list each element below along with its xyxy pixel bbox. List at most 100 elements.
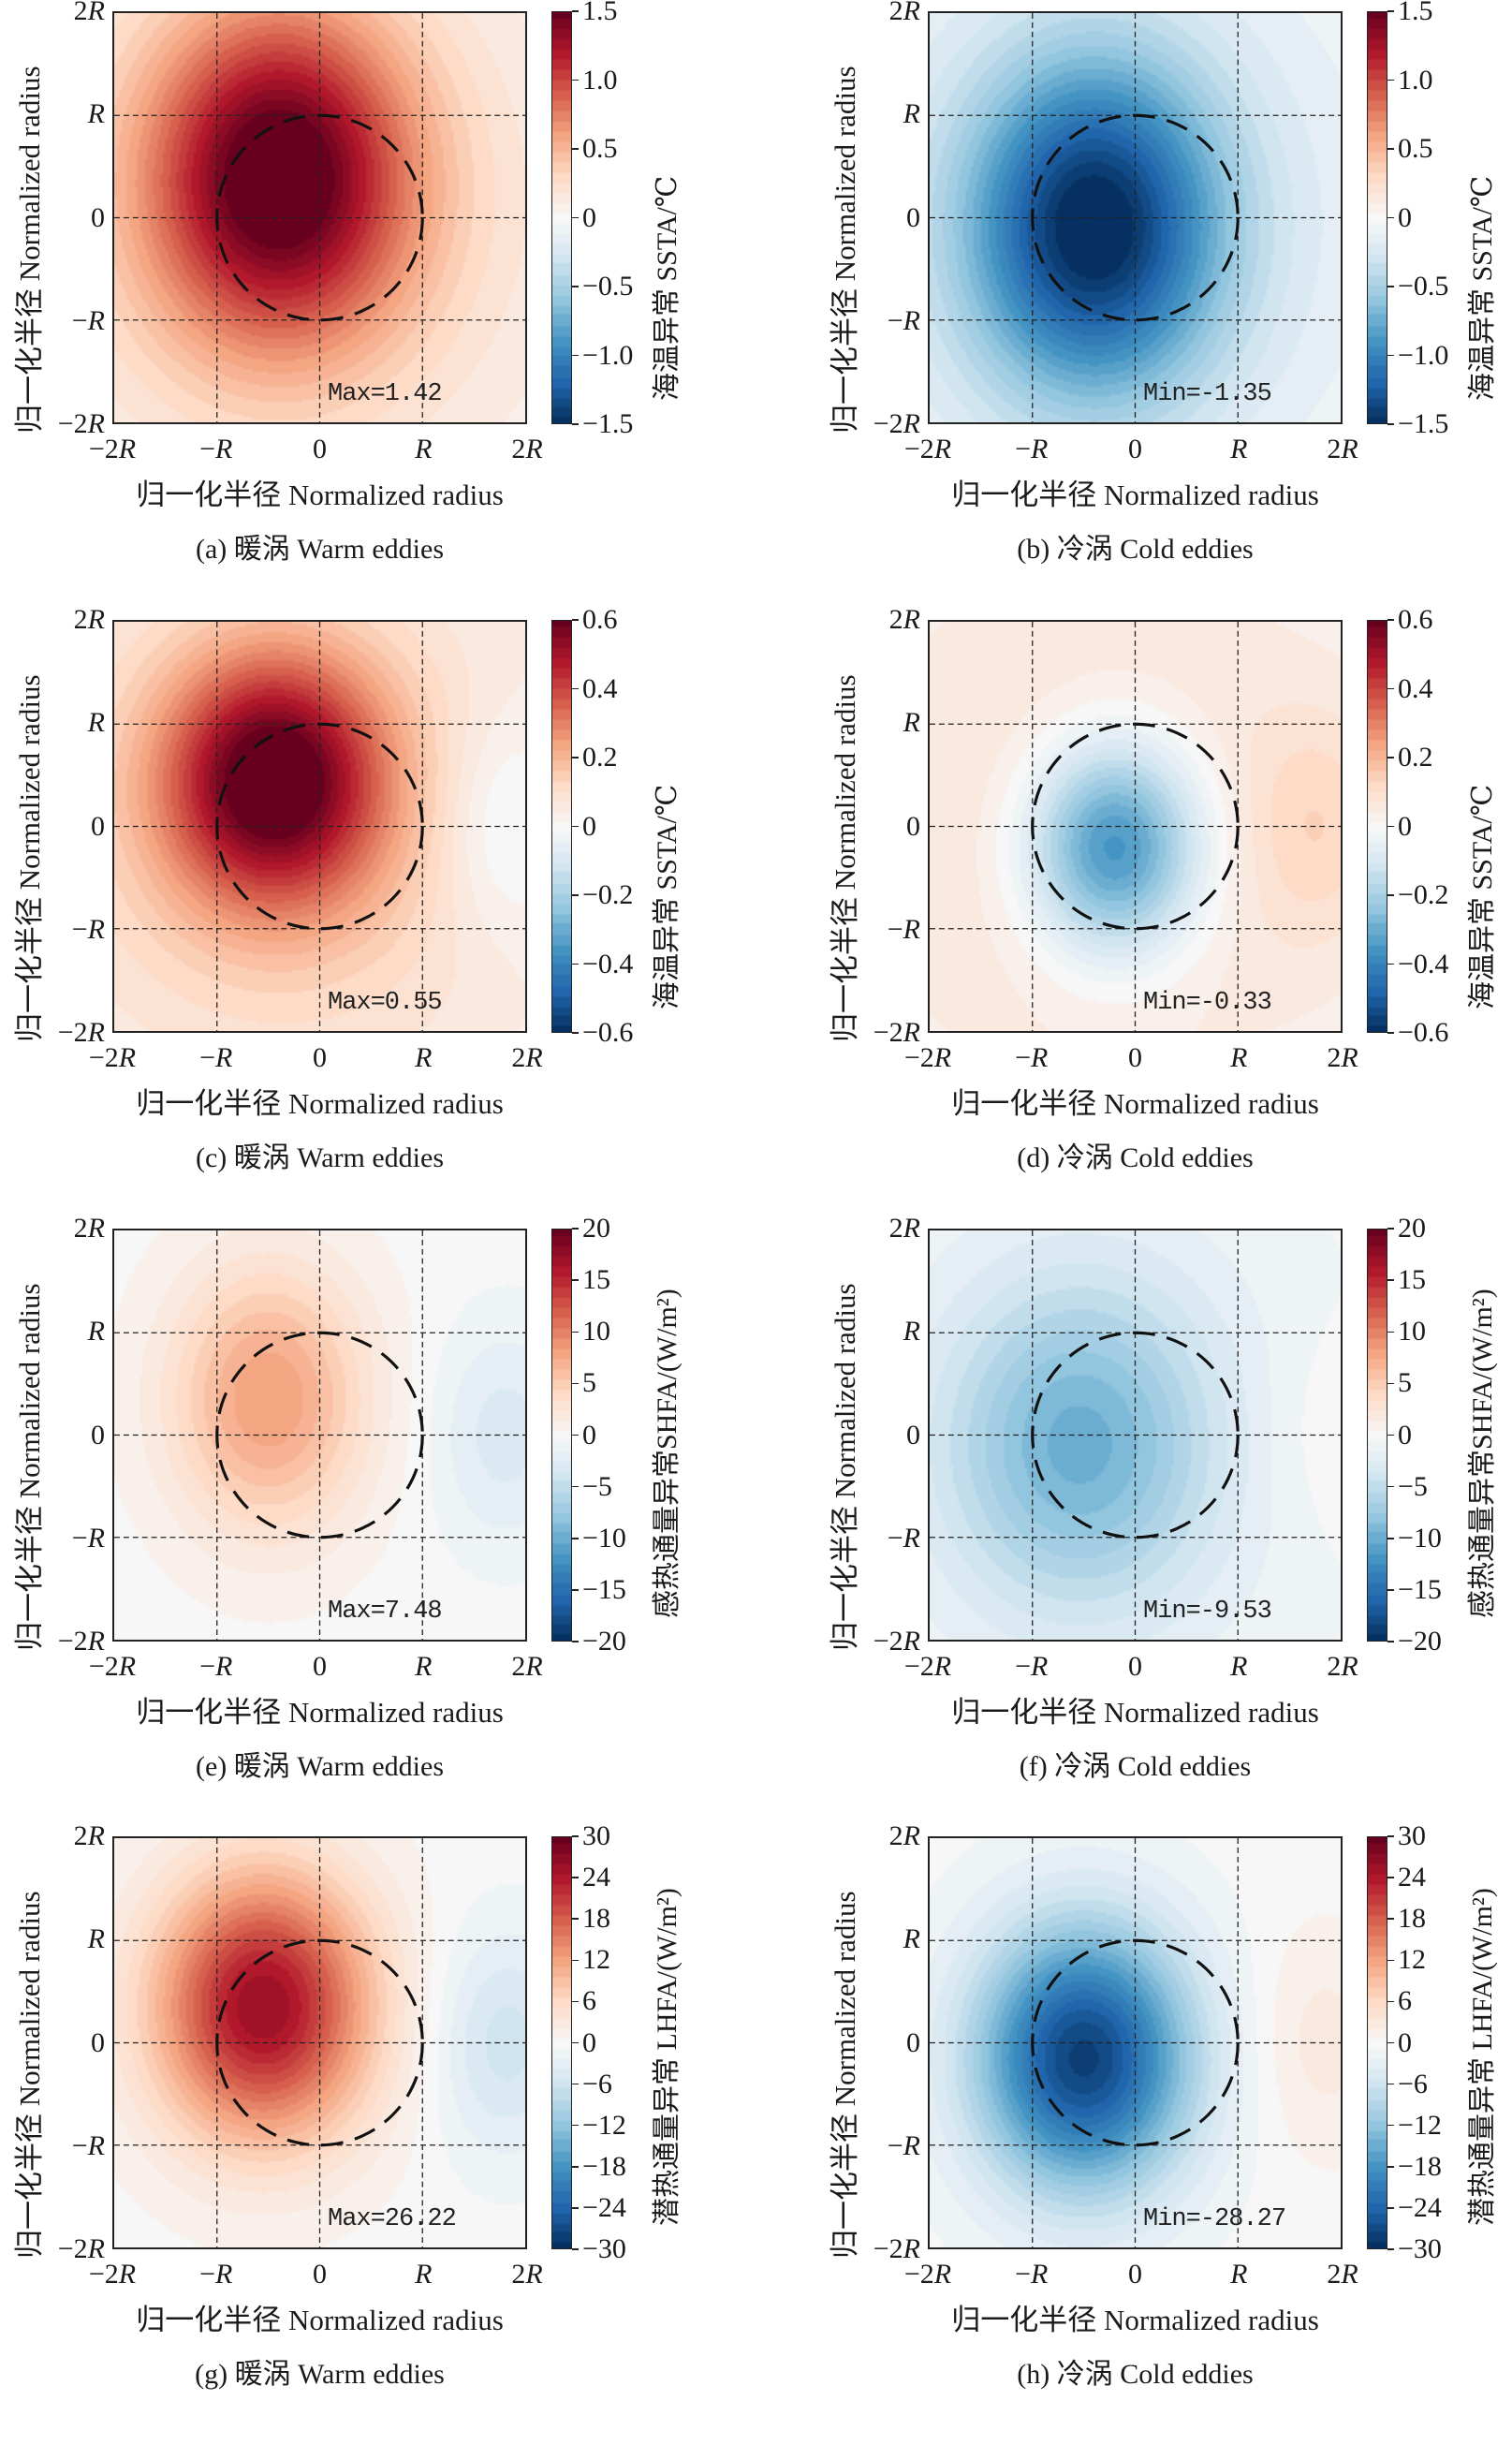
x-tick-label: −2R	[88, 1042, 137, 1073]
colorbar-tick-label: −0.6	[582, 1017, 634, 1048]
colorbar-tick-label: 24	[1398, 1862, 1426, 1893]
colorbar-tick-label: 0	[1398, 810, 1412, 842]
panel-caption: (d) 冷涡 Cold eddies	[1017, 1142, 1254, 1173]
panel-f: Min=-9.53 −2R −R 0 R 2R −2R −R 0 R 2R 归一化半径 Normali…	[815, 1215, 1512, 1837]
colorbar-tick	[572, 1279, 579, 1281]
colorbar-tick	[1387, 963, 1394, 965]
panel-caption: (a) 暖涡 Warm eddies	[196, 534, 444, 565]
plot-area: Max=26.22	[112, 1836, 527, 2249]
colorbar-tick-label: −1.5	[1398, 408, 1449, 439]
eddy-boundary-circle	[1031, 1331, 1240, 1539]
colorbar-tick-label: 10	[582, 1316, 610, 1348]
colorbar-tick	[1387, 619, 1394, 621]
colorbar-tick	[572, 1538, 579, 1539]
x-tick-label: −2R	[903, 1042, 952, 1073]
plot-area: Min=-9.53	[928, 1229, 1343, 1642]
y-tick-label: −2R	[873, 1017, 920, 1048]
y-axis-label: 归一化半径 Normalized radius	[829, 66, 861, 434]
colorbar-tick-label: −30	[582, 2233, 626, 2264]
colorbar-tick	[1387, 2248, 1394, 2250]
colorbar-tick	[1387, 2041, 1394, 2044]
colorbar-tick-label: −10	[1398, 1522, 1442, 1554]
x-tick-label: 2R	[511, 2259, 543, 2290]
colorbar-tick	[1387, 10, 1394, 12]
plot-area: Min=-1.35	[928, 11, 1343, 424]
extreme-value-label: Max=0.55	[328, 989, 443, 1017]
colorbar	[1367, 1836, 1387, 2249]
colorbar-tick	[572, 1331, 579, 1333]
panel-caption: (e) 暖涡 Warm eddies	[196, 1751, 444, 1782]
y-tick-label: 2R	[73, 1820, 105, 1851]
y-tick-label: −2R	[57, 2233, 105, 2264]
colorbar-tick-label: 1.5	[582, 0, 618, 26]
x-tick-label: 0	[313, 2259, 327, 2290]
colorbar-tick	[1387, 1959, 1394, 1962]
colorbar-tick	[1387, 1918, 1394, 1920]
colorbar-tick-label: −20	[582, 1626, 626, 1657]
colorbar-gradient	[1368, 1230, 1387, 1641]
colorbar	[551, 11, 572, 424]
colorbar-tick-label: −1.0	[1398, 339, 1449, 371]
panel-d: Min=-0.33 −2R −R 0 R 2R −2R −R 0 R 2R 归一化半径 Normali…	[815, 606, 1512, 1229]
colorbar-tick-label: −24	[582, 2191, 626, 2223]
colorbar-tick-label: 1.0	[582, 64, 618, 96]
colorbar-tick-label: −10	[582, 1522, 626, 1554]
colorbar-gradient	[552, 1837, 571, 2248]
plot-overlay	[930, 1838, 1341, 2247]
colorbar-tick-label: −24	[1398, 2191, 1442, 2223]
x-tick-label: 0	[1128, 2259, 1142, 2290]
y-tick-label: −2R	[57, 1626, 105, 1657]
x-tick-label: 2R	[1327, 1042, 1358, 1073]
colorbar-tick	[572, 1589, 579, 1591]
colorbar-tick	[1387, 1835, 1394, 1837]
colorbar-tick-label: 6	[1398, 1985, 1412, 2017]
colorbar-tick-label: 20	[582, 1213, 610, 1244]
y-tick-label: −R	[887, 913, 920, 945]
colorbar-tick	[1387, 1228, 1394, 1230]
colorbar	[1367, 11, 1387, 424]
colorbar-tick	[1387, 1279, 1394, 1281]
x-tick-label: R	[415, 1651, 433, 1682]
colorbar-tick-label: 18	[1398, 1903, 1426, 1935]
x-tick-label: −R	[1015, 1042, 1049, 1073]
colorbar-gradient	[552, 12, 571, 423]
colorbar-tick	[1387, 1589, 1394, 1591]
colorbar-tick	[1387, 2124, 1394, 2127]
colorbar	[551, 1836, 572, 2249]
colorbar-tick-label: −12	[582, 2109, 626, 2141]
panel-caption: (f) 冷涡 Cold eddies	[1019, 1751, 1252, 1782]
y-tick-label: −R	[887, 2129, 920, 2161]
colorbar-tick	[1387, 1331, 1394, 1333]
y-tick-label: 2R	[73, 0, 105, 26]
colorbar-tick-label: 5	[582, 1367, 596, 1399]
colorbar-tick	[1387, 1485, 1394, 1488]
x-tick-label: 2R	[511, 1651, 543, 1682]
colorbar-tick	[572, 354, 579, 357]
panel-e: Max=7.48 −2R −R 0 R 2R −2R −R 0 R 2R 归一化半径 Normaliz…	[0, 1215, 749, 1837]
x-tick-label: R	[415, 2259, 433, 2290]
x-tick-label: 2R	[1327, 2259, 1358, 2290]
colorbar-tick	[572, 687, 579, 690]
colorbar-tick-label: 0	[1398, 201, 1412, 233]
colorbar-tick-label: −0.5	[582, 271, 634, 302]
x-tick-label: −2R	[903, 1651, 952, 1682]
x-tick-label: −R	[1015, 434, 1049, 464]
colorbar-tick	[1387, 757, 1394, 759]
plot-overlay	[930, 622, 1341, 1031]
colorbar-tick-label: −0.4	[582, 948, 634, 979]
y-axis-label: 归一化半径 Normalized radius	[13, 1891, 46, 2259]
colorbar-tick-label: −15	[582, 1573, 626, 1605]
y-tick-label: 2R	[888, 0, 920, 26]
x-tick-label: 0	[1128, 1651, 1142, 1682]
y-tick-label: −R	[71, 1522, 105, 1554]
colorbar-tick	[572, 2083, 579, 2085]
y-tick-label: 0	[91, 810, 105, 842]
extreme-value-label: Max=1.42	[328, 380, 443, 408]
y-tick-label: R	[903, 1923, 920, 1955]
panel-caption: (g) 暖涡 Warm eddies	[195, 2359, 445, 2390]
colorbar-tick	[572, 2000, 579, 2003]
y-tick-label: R	[87, 707, 105, 739]
x-axis-label: 归一化半径 Normalized radius	[951, 2304, 1319, 2336]
colorbar-gradient	[1368, 12, 1387, 423]
x-tick-label: −R	[199, 1042, 233, 1073]
